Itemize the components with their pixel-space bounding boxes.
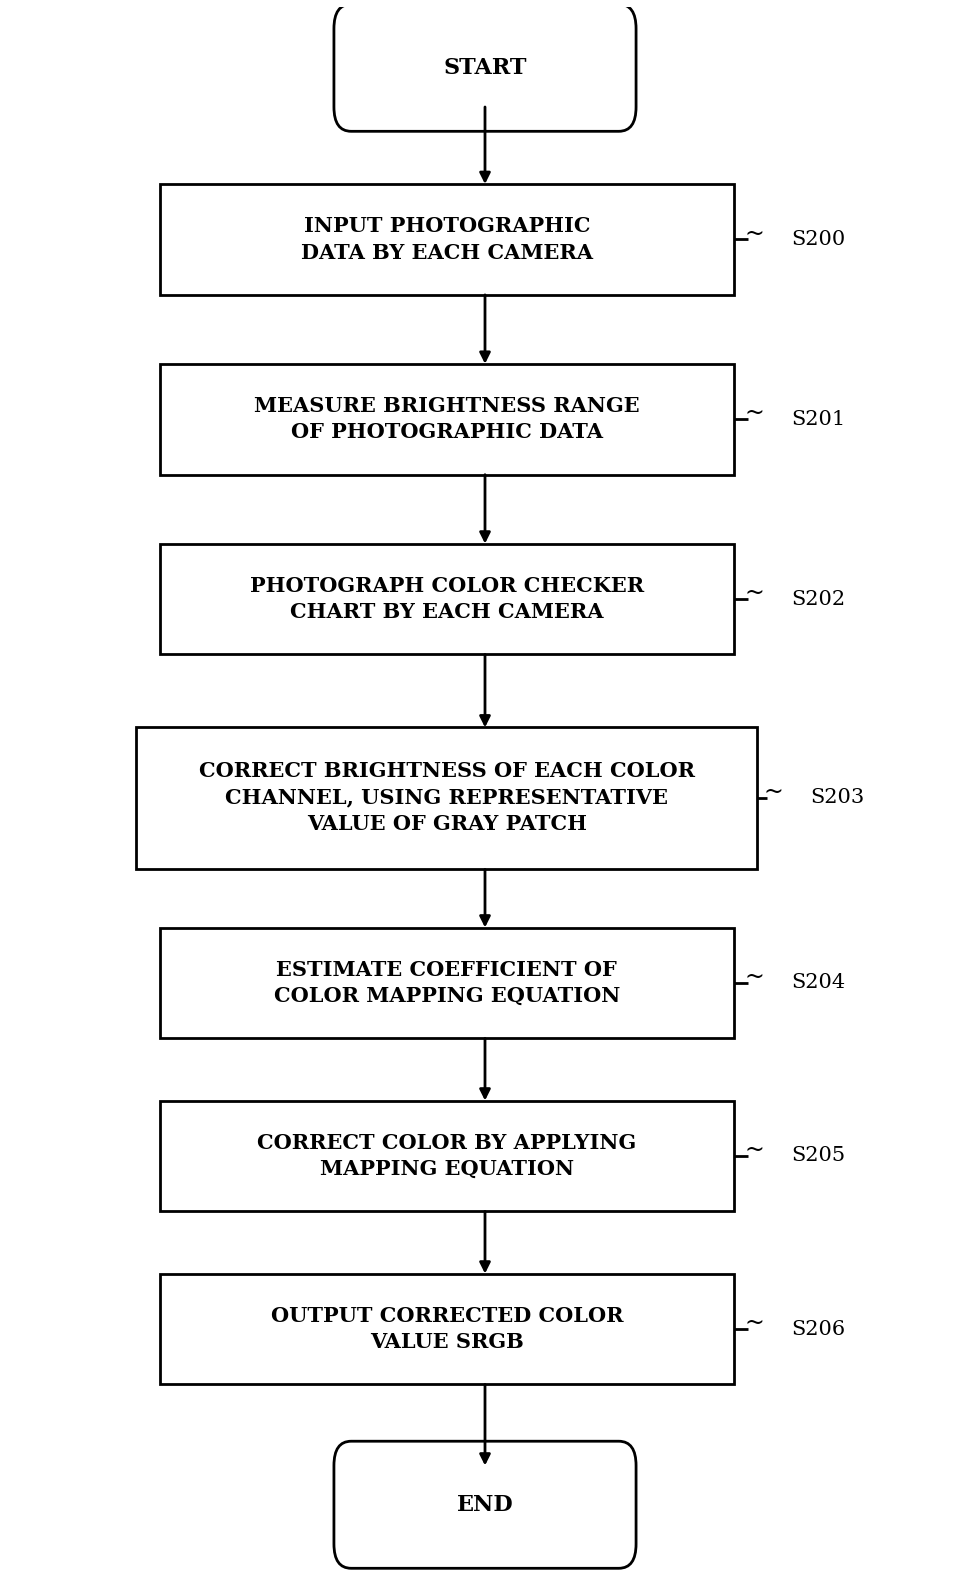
Text: ~: ~ [744, 402, 764, 426]
FancyBboxPatch shape [160, 1274, 733, 1384]
FancyBboxPatch shape [160, 1101, 733, 1212]
Text: S201: S201 [790, 410, 844, 429]
Text: INPUT PHOTOGRAPHIC
DATA BY EACH CAMERA: INPUT PHOTOGRAPHIC DATA BY EACH CAMERA [300, 217, 592, 263]
Text: CORRECT BRIGHTNESS OF EACH COLOR
CHANNEL, USING REPRESENTATIVE
VALUE OF GRAY PAT: CORRECT BRIGHTNESS OF EACH COLOR CHANNEL… [199, 761, 694, 834]
FancyBboxPatch shape [333, 5, 636, 131]
FancyBboxPatch shape [160, 184, 733, 294]
FancyBboxPatch shape [333, 1441, 636, 1568]
Text: CORRECT COLOR BY APPLYING
MAPPING EQUATION: CORRECT COLOR BY APPLYING MAPPING EQUATI… [257, 1133, 636, 1179]
Text: S206: S206 [790, 1319, 844, 1338]
Text: ESTIMATE COEFFICIENT OF
COLOR MAPPING EQUATION: ESTIMATE COEFFICIENT OF COLOR MAPPING EQ… [273, 960, 619, 1006]
Text: PHOTOGRAPH COLOR CHECKER
CHART BY EACH CAMERA: PHOTOGRAPH COLOR CHECKER CHART BY EACH C… [249, 576, 643, 622]
FancyBboxPatch shape [160, 364, 733, 475]
Text: S205: S205 [790, 1147, 844, 1166]
Text: END: END [456, 1493, 513, 1516]
Text: ~: ~ [744, 1139, 764, 1163]
Text: START: START [443, 57, 526, 79]
Text: OUTPUT CORRECTED COLOR
VALUE SRGB: OUTPUT CORRECTED COLOR VALUE SRGB [270, 1305, 622, 1353]
Text: ~: ~ [744, 967, 764, 989]
Text: ~: ~ [744, 582, 764, 606]
Text: ~: ~ [763, 782, 783, 804]
Text: S200: S200 [790, 229, 844, 248]
FancyBboxPatch shape [136, 726, 757, 869]
FancyBboxPatch shape [160, 927, 733, 1038]
Text: S202: S202 [790, 590, 844, 609]
Text: ~: ~ [744, 1311, 764, 1335]
Text: ~: ~ [744, 223, 764, 245]
Text: MEASURE BRIGHTNESS RANGE
OF PHOTOGRAPHIC DATA: MEASURE BRIGHTNESS RANGE OF PHOTOGRAPHIC… [254, 396, 639, 443]
Text: S203: S203 [809, 788, 863, 807]
Text: S204: S204 [790, 973, 844, 992]
FancyBboxPatch shape [160, 544, 733, 655]
